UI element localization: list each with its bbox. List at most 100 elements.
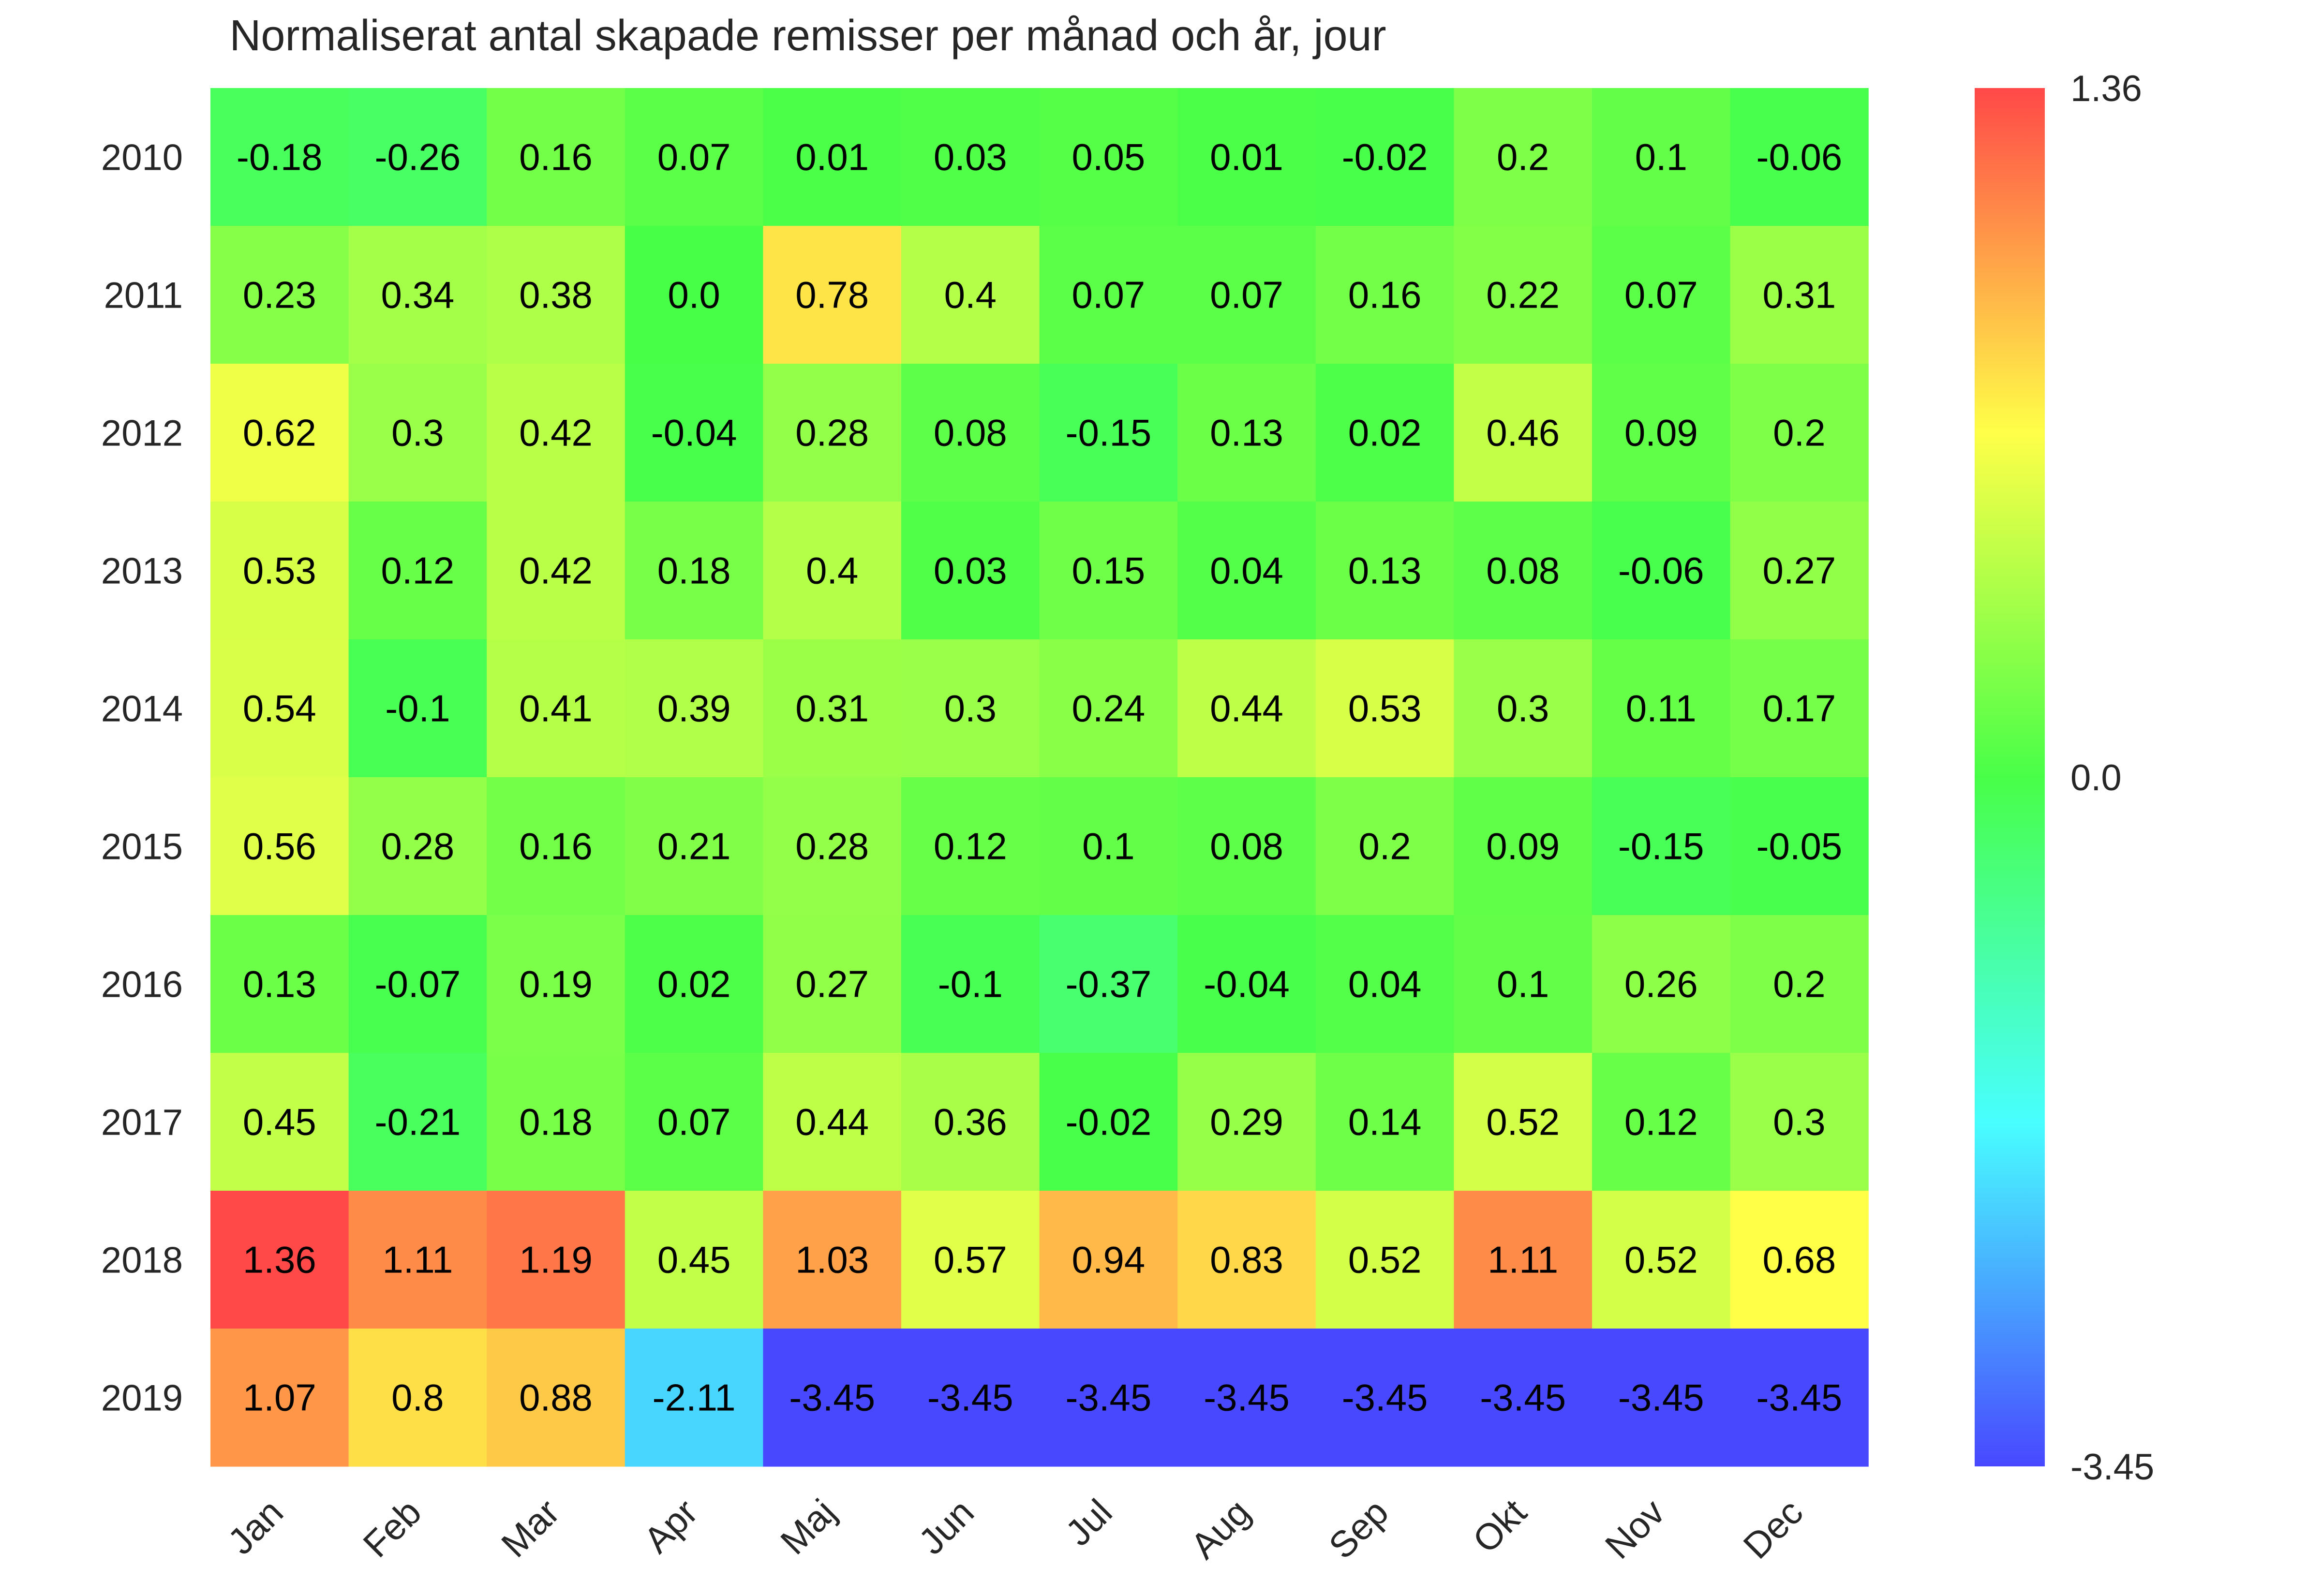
cell-value-label: 0.12 bbox=[381, 549, 454, 592]
heatmap-cell-2015-mar bbox=[487, 777, 625, 916]
heatmap-cell-2013-jun bbox=[901, 502, 1040, 640]
heatmap-cell-2016-okt bbox=[1454, 915, 1593, 1053]
cell-value-label: -0.1 bbox=[385, 687, 450, 730]
heatmap-cell-2017-okt bbox=[1454, 1053, 1593, 1191]
y-tick-label-2019: 2019 bbox=[101, 1378, 183, 1419]
cell-value-label: -0.07 bbox=[375, 963, 461, 1005]
cell-value-label: -0.06 bbox=[1756, 136, 1843, 178]
y-tick-label-2011: 2011 bbox=[104, 275, 183, 316]
heatmap-cell-2013-mar bbox=[487, 502, 625, 640]
heatmap-cell-2019-aug bbox=[1177, 1329, 1316, 1467]
cell-value-label: 0.44 bbox=[1210, 687, 1283, 730]
cell-value-label: 0.83 bbox=[1210, 1239, 1283, 1281]
cell-value-label: 0.4 bbox=[806, 549, 858, 592]
cell-value-label: -0.18 bbox=[237, 136, 323, 178]
heatmap-cells bbox=[210, 88, 1869, 1467]
cell-value-label: -3.45 bbox=[1480, 1376, 1566, 1419]
cell-value-label: 0.68 bbox=[1762, 1239, 1836, 1281]
heatmap-cell-2015-jan bbox=[210, 777, 349, 916]
x-tick-label-sep: Sep bbox=[1321, 1492, 1397, 1567]
heatmap-cell-2012-jun bbox=[901, 364, 1040, 502]
heatmap-cell-2017-maj bbox=[763, 1053, 902, 1191]
heatmap-cell-2012-mar bbox=[487, 364, 625, 502]
heatmap-cell-2019-maj bbox=[763, 1329, 902, 1467]
heatmap-cell-2010-dec bbox=[1730, 88, 1869, 226]
cell-value-label: 0.62 bbox=[243, 412, 316, 454]
heatmap-cell-2017-sep bbox=[1315, 1053, 1454, 1191]
heatmap-cell-2014-jun bbox=[901, 639, 1040, 778]
cell-value-label: 0.08 bbox=[1486, 549, 1560, 592]
cell-value-label: 0.38 bbox=[519, 274, 593, 316]
cell-value-label: 0.52 bbox=[1348, 1239, 1422, 1281]
cell-value-label: 0.07 bbox=[1072, 274, 1145, 316]
heatmap-cell-2018-okt bbox=[1454, 1191, 1593, 1329]
x-tick-label-okt: Okt bbox=[1465, 1492, 1535, 1561]
cell-value-label: -0.37 bbox=[1066, 963, 1152, 1005]
heatmap-cell-2018-jul bbox=[1039, 1191, 1178, 1329]
heatmap-cell-2014-jul bbox=[1039, 639, 1178, 778]
cell-value-label: -3.45 bbox=[789, 1376, 875, 1419]
heatmap-cell-2013-okt bbox=[1454, 502, 1593, 640]
heatmap-cell-2010-maj bbox=[763, 88, 902, 226]
cell-value-label: 0.09 bbox=[1486, 825, 1560, 868]
cell-value-label: 0.45 bbox=[657, 1239, 731, 1281]
x-tick-label-aug: Aug bbox=[1183, 1492, 1258, 1567]
cell-value-label: 0.52 bbox=[1624, 1239, 1698, 1281]
cell-value-label: -0.1 bbox=[938, 963, 1003, 1005]
heatmap-cell-labels: -0.18 -0.26 0.16 0.07 0.01 0.03 0.05 0.01 -0.02 0… bbox=[237, 136, 1842, 1419]
heatmap-cell-2017-jul bbox=[1039, 1053, 1178, 1191]
cell-value-label: 0.1 bbox=[1635, 136, 1687, 178]
heatmap-cell-2011-jul bbox=[1039, 226, 1178, 364]
x-tick-label-jun: Jun bbox=[911, 1492, 982, 1563]
cell-value-label: 0.28 bbox=[795, 825, 869, 868]
cell-value-label: 0.52 bbox=[1486, 1101, 1560, 1143]
heatmap-cell-2011-nov bbox=[1592, 226, 1731, 364]
cell-value-label: 0.2 bbox=[1773, 963, 1825, 1005]
heatmap-cell-2016-feb bbox=[348, 915, 487, 1053]
heatmap-cell-2019-jul bbox=[1039, 1329, 1178, 1467]
heatmap-cell-2011-mar bbox=[487, 226, 625, 364]
cell-value-label: 0.16 bbox=[1348, 274, 1422, 316]
cell-value-label: 0.08 bbox=[1210, 825, 1283, 868]
cell-value-label: 1.03 bbox=[795, 1239, 869, 1281]
heatmap-cell-2012-sep bbox=[1315, 364, 1454, 502]
cell-value-label: 1.11 bbox=[1488, 1239, 1558, 1281]
heatmap-cell-2017-jan bbox=[210, 1053, 349, 1191]
x-axis-tick-labels: Jan Feb Mar Apr Maj Jun Jul Aug Sep Okt Nov Dec bbox=[220, 1492, 1811, 1567]
heatmap-cell-2018-jan bbox=[210, 1191, 349, 1329]
heatmap-cell-2010-jun bbox=[901, 88, 1040, 226]
cell-value-label: 0.31 bbox=[795, 687, 869, 730]
y-tick-label-2018: 2018 bbox=[101, 1240, 183, 1281]
heatmap-cell-2010-okt bbox=[1454, 88, 1593, 226]
cell-value-label: 0.2 bbox=[1358, 825, 1411, 868]
heatmap-cell-2014-sep bbox=[1315, 639, 1454, 778]
cell-value-label: -3.45 bbox=[927, 1376, 1013, 1419]
heatmap-cell-2016-jul bbox=[1039, 915, 1178, 1053]
heatmap-cell-2011-jun bbox=[901, 226, 1040, 364]
heatmap-cell-2017-jun bbox=[901, 1053, 1040, 1191]
heatmap-cell-2018-sep bbox=[1315, 1191, 1454, 1329]
heatmap-cell-2016-nov bbox=[1592, 915, 1731, 1053]
heatmap-cell-2016-jun bbox=[901, 915, 1040, 1053]
cell-value-label: 0.07 bbox=[657, 136, 731, 178]
colorbar-tick-label: 1.36 bbox=[2070, 68, 2142, 109]
heatmap-cell-2015-feb bbox=[348, 777, 487, 916]
cell-value-label: 0.05 bbox=[1072, 136, 1145, 178]
heatmap-cell-2011-dec bbox=[1730, 226, 1869, 364]
cell-value-label: 0.88 bbox=[519, 1376, 593, 1419]
cell-value-label: -0.04 bbox=[1204, 963, 1290, 1005]
cell-value-label: 0.0 bbox=[668, 274, 720, 316]
cell-value-label: 0.78 bbox=[795, 274, 869, 316]
x-tick-label-apr: Apr bbox=[636, 1492, 706, 1561]
cell-value-label: 0.39 bbox=[657, 687, 731, 730]
heatmap-cell-2018-dec bbox=[1730, 1191, 1869, 1329]
colorbar-tick-label: -3.45 bbox=[2070, 1447, 2154, 1488]
cell-value-label: 0.07 bbox=[657, 1101, 731, 1143]
heatmap-cell-2016-aug bbox=[1177, 915, 1316, 1053]
heatmap-cell-2013-maj bbox=[763, 502, 902, 640]
cell-value-label: 0.07 bbox=[1210, 274, 1283, 316]
heatmap-cell-2018-jun bbox=[901, 1191, 1040, 1329]
heatmap-cell-2019-okt bbox=[1454, 1329, 1593, 1467]
cell-value-label: -3.45 bbox=[1066, 1376, 1152, 1419]
heatmap-cell-2013-dec bbox=[1730, 502, 1869, 640]
